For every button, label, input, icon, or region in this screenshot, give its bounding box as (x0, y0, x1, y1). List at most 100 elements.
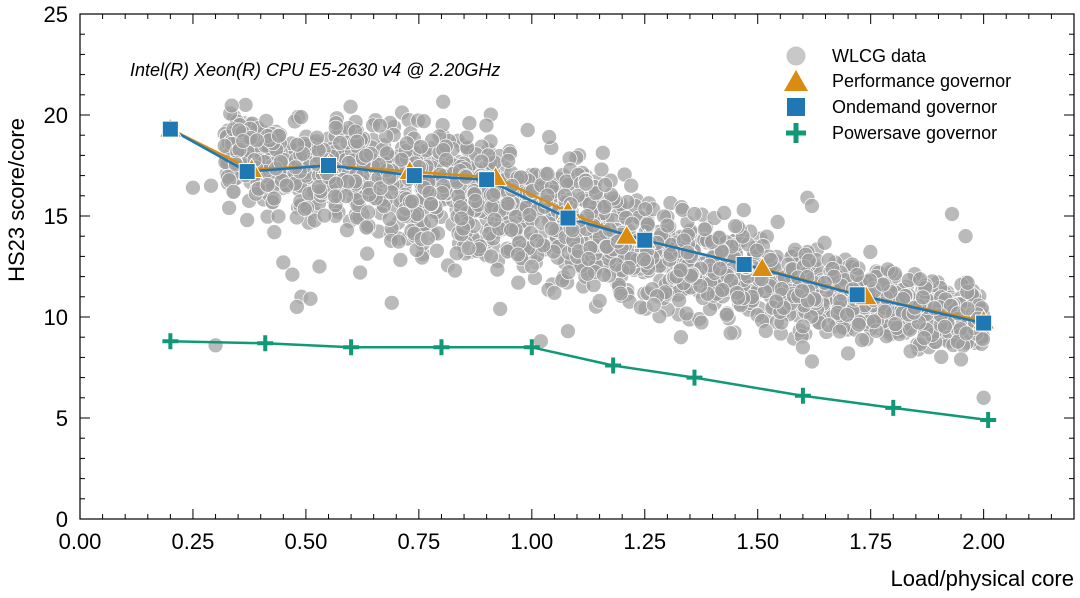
legend-label-wlcg: WLCG data (832, 46, 927, 66)
wlcg-point (310, 179, 327, 195)
wlcg-point (383, 295, 400, 311)
wlcg-point (435, 93, 452, 110)
wlcg-point (428, 242, 445, 259)
wlcg-point (420, 230, 436, 247)
wlcg-point (659, 217, 676, 234)
wlcg-point (473, 153, 490, 170)
wlcg-point (692, 278, 709, 294)
wlcg-point (543, 220, 560, 237)
wlcg-point (795, 318, 811, 335)
wlcg-point (800, 252, 817, 269)
wlcg-point (499, 195, 516, 212)
wlcg-point (974, 331, 991, 348)
wlcg-point (523, 258, 540, 275)
wlcg-point (795, 339, 811, 356)
wlcg-point (399, 135, 415, 152)
wlcg-point (395, 206, 412, 222)
powersave-point (605, 357, 622, 374)
ondemand-point (320, 157, 337, 174)
performance-point (614, 224, 639, 245)
wlcg-point (594, 144, 611, 161)
wlcg-point (271, 128, 287, 144)
wlcg-point (953, 351, 969, 368)
wlcg-point (327, 188, 343, 205)
wlcg-point (735, 202, 752, 218)
wlcg-point (727, 218, 743, 234)
wlcg-point (769, 214, 786, 230)
wlcg-point (671, 292, 688, 309)
wlcg-point (958, 325, 975, 342)
wlcg-point (352, 264, 368, 281)
wlcg-point (302, 290, 319, 307)
wlcg-point (804, 353, 820, 370)
x-tick-label: 0.25 (172, 529, 215, 554)
wlcg-point (519, 122, 536, 138)
powersave-point (343, 339, 360, 356)
wlcg-point (372, 180, 389, 197)
wlcg-point (460, 240, 477, 257)
x-tick-label: 1.75 (849, 529, 892, 554)
wlcg-point (379, 145, 395, 162)
wlcg-point (492, 301, 509, 317)
wlcg-point (620, 259, 637, 276)
wlcg-point (447, 262, 463, 279)
wlcg-point (510, 274, 527, 291)
wlcg-point (185, 179, 201, 196)
wlcg-point (278, 177, 295, 194)
wlcg-point (309, 129, 325, 146)
wlcg-point (293, 109, 310, 125)
powersave-point (794, 387, 811, 404)
wlcg-point (718, 306, 735, 323)
powersave-point (257, 335, 274, 352)
wlcg-point (645, 297, 662, 313)
wlcg-point (270, 208, 287, 225)
legend-marker-ondemand (787, 98, 805, 116)
powersave-point (433, 339, 450, 356)
governor-markers (158, 117, 997, 429)
wlcg-point (393, 151, 410, 168)
wlcg-point (266, 224, 283, 241)
wlcg-point (259, 176, 276, 193)
x-axis-ticks: 0.00 0.25 0.50 0.75 1.00 1.25 1.50 1.75 2.00 (59, 14, 1005, 554)
legend-marker-wlcg (785, 45, 807, 67)
wlcg-point (639, 216, 656, 233)
ondemand-point (405, 167, 423, 185)
ondemand-point (975, 314, 993, 332)
y-tick-label: 5 (56, 406, 68, 431)
wlcg-point (478, 117, 495, 134)
wlcg-point (539, 166, 556, 182)
ondemand-point (848, 286, 866, 304)
wlcg-point (503, 222, 519, 238)
wlcg-point (916, 330, 932, 346)
wlcg-point (716, 205, 732, 221)
wlcg-point (289, 136, 306, 153)
ondemand-point (478, 171, 496, 189)
wlcg-point (686, 206, 703, 222)
wlcg-point (266, 190, 283, 207)
wlcg-point (635, 251, 652, 268)
wlcg-point (289, 299, 305, 315)
wlcg-point (632, 299, 649, 316)
wlcg-point (560, 323, 576, 339)
square-series-line (169, 128, 984, 325)
wlcg-point (794, 282, 810, 299)
wlcg-point (580, 251, 597, 267)
wlcg-point (235, 133, 251, 149)
wlcg-point (596, 267, 612, 283)
wlcg-point (311, 258, 328, 275)
wlcg-point (349, 133, 366, 150)
wlcg-point (423, 196, 439, 212)
performance-point (750, 256, 775, 278)
wlcg-point (672, 262, 689, 279)
wlcg-point (237, 96, 254, 113)
y-tick-label: 20 (44, 103, 68, 128)
wlcg-point (850, 316, 867, 333)
y-axis-title: HS23 score/core (4, 118, 29, 282)
y-tick-label: 10 (44, 305, 68, 330)
wlcg-point (673, 329, 689, 346)
wlcg-point (203, 177, 219, 194)
wlcg-point (914, 289, 931, 306)
y-axis-ticks: 0 5 10 15 20 25 (44, 2, 1074, 532)
wlcg-point (221, 200, 237, 216)
